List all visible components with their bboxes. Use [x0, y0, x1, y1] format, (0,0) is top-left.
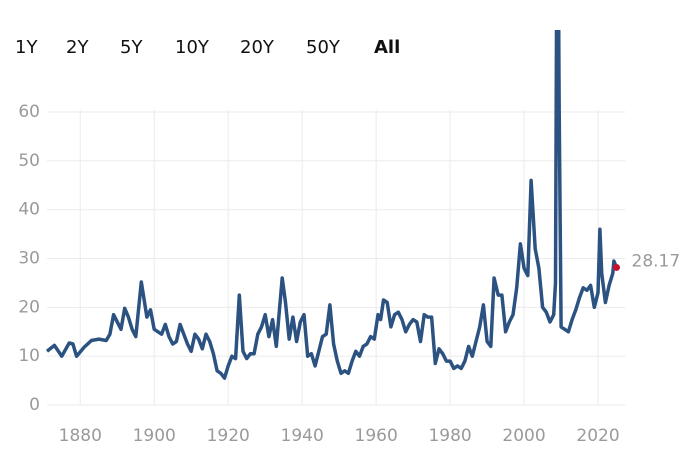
x-tick-label: 1980	[428, 426, 471, 446]
range-button[interactable]: 1Y	[15, 37, 38, 58]
range-button[interactable]: 10Y	[175, 37, 210, 58]
plot-area	[45, 30, 619, 380]
y-tick-label: 10	[18, 346, 40, 366]
y-tick-label: 50	[18, 151, 40, 171]
y-tick-label: 0	[29, 395, 40, 415]
x-tick-label: 1880	[59, 426, 102, 446]
x-tick-label: 2000	[502, 426, 545, 446]
range-selector: 1Y 2Y 5Y 10Y 20Y 50Y All	[15, 37, 400, 58]
range-button[interactable]: 2Y	[66, 37, 89, 58]
end-value-label: 28.17	[632, 251, 681, 271]
y-tick-label: 20	[18, 297, 40, 317]
y-tick-label: 40	[18, 200, 40, 220]
range-button[interactable]: 20Y	[240, 37, 275, 58]
range-button[interactable]: All	[374, 37, 400, 58]
range-button[interactable]: 50Y	[306, 37, 341, 58]
line	[45, 30, 619, 380]
x-tick-label: 2020	[576, 426, 619, 446]
x-tick-label: 1960	[355, 426, 398, 446]
annotations: 0 10 20 30 40 50 60 1880 1900 1920 1940 1960 1980 200…	[18, 102, 680, 446]
x-tick-label: 1940	[281, 426, 324, 446]
x-tick-label: 1920	[207, 426, 250, 446]
range-button[interactable]: 5Y	[120, 37, 143, 58]
y-tick-label: 30	[18, 249, 40, 269]
x-tick-label: 1900	[133, 426, 176, 446]
y-tick-label: 60	[18, 102, 40, 122]
end-marker	[613, 263, 621, 271]
